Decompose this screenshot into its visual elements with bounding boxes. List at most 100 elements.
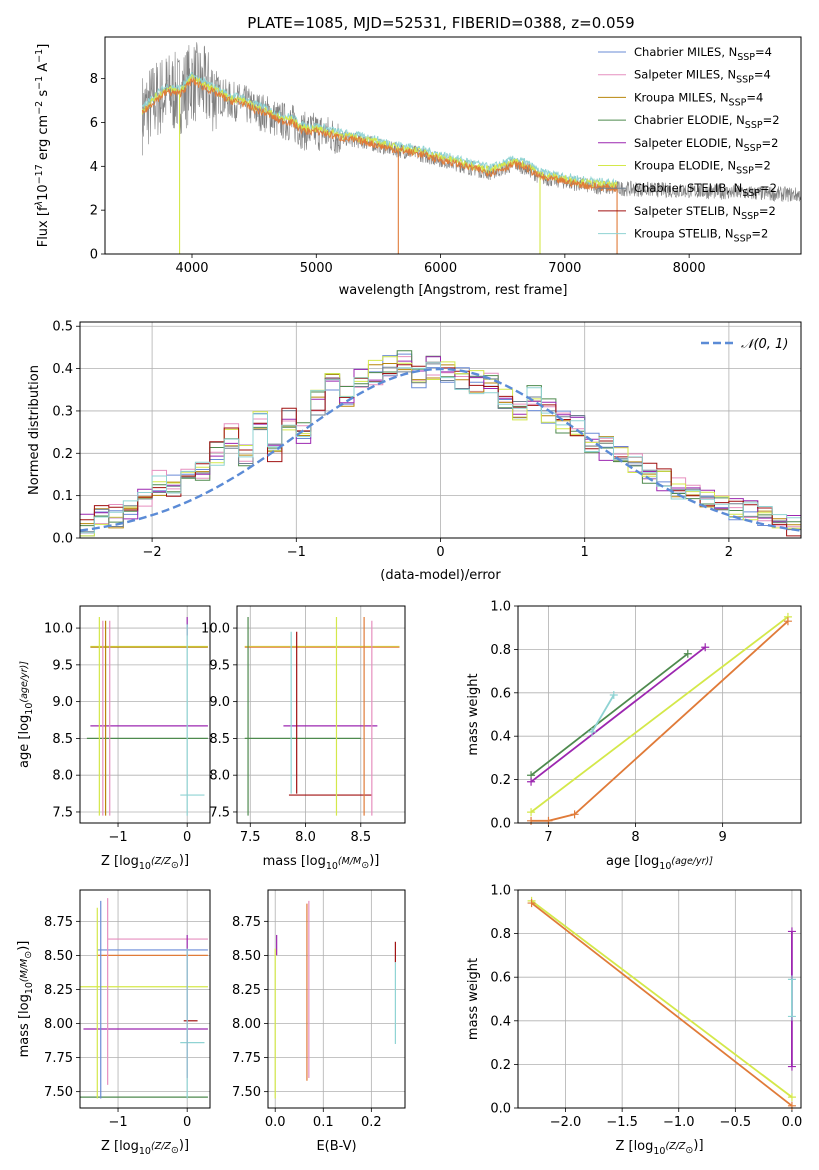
x-axis-label-part: )] <box>693 1138 703 1153</box>
massweight-point <box>787 975 796 984</box>
x-tick-label: −2 <box>143 545 162 560</box>
y-tick-label: 7.5 <box>52 805 73 820</box>
y-tick-label: 7.50 <box>232 1085 261 1100</box>
legend-entry-part: Salpeter MILES, N <box>634 68 736 82</box>
y-tick-label: 8.00 <box>232 1017 261 1032</box>
y-axis-label-part: −1 <box>34 49 45 63</box>
y-tick-label: 7.75 <box>232 1051 261 1066</box>
legend-entry-part: SSP <box>734 234 752 245</box>
massweight-line <box>531 902 793 1107</box>
legend-entry: Salpeter MILES, NSSP=4 <box>634 68 771 86</box>
residual-histogram-plot: −2 −1 0 1 2 0.0 0.1 0.2 0.3 0.4 0.5 (data-model)/er… <box>27 320 802 583</box>
y-axis-label-part: 10 <box>24 703 35 715</box>
y-axis-label-part: )] <box>16 941 31 951</box>
legend-entry-part: =2 <box>754 159 771 173</box>
massweight-point <box>588 727 597 736</box>
x-axis-label-part: 10 <box>139 861 151 872</box>
y-tick-label: 0.8 <box>490 643 511 658</box>
model-fit-line <box>141 73 618 190</box>
y-tick-label: 6 <box>90 116 98 131</box>
y-tick-label: 10.0 <box>201 622 230 637</box>
y-axis-label-part: −17 <box>34 164 45 184</box>
y-axis-label-part: A <box>36 63 51 76</box>
x-tick-label: −1 <box>108 1115 127 1130</box>
y-tick-label: 8.25 <box>232 983 261 998</box>
y-tick-label: 0.5 <box>52 320 73 335</box>
y-tick-label: 8 <box>90 72 98 87</box>
x-axis-label-part: ⊙ <box>171 1145 179 1156</box>
x-tick-label: 0.0 <box>265 1115 286 1130</box>
legend-entry-part: =2 <box>751 227 768 241</box>
spectrum-lines <box>141 42 801 254</box>
legend-entry-part: SSP <box>742 188 760 199</box>
x-axis-label-part: 10 <box>139 1146 151 1157</box>
legend-entry-part: Kroupa ELODIE, N <box>634 159 736 173</box>
massweight-point <box>527 777 536 786</box>
y-axis-label-part: ⊙ <box>23 951 34 959</box>
massweight-point <box>527 899 536 908</box>
legend-entry-part: =4 <box>754 68 771 82</box>
x-axis-label-part: Z [log <box>615 1139 653 1154</box>
y-tick-label: 0.2 <box>490 1058 511 1073</box>
massweight-line <box>531 900 793 1098</box>
x-tick-label: 2 <box>725 545 733 560</box>
y-axis-label-part: (M/M <box>19 959 30 982</box>
x-axis-label: wavelength [Angstrom, rest frame] <box>339 283 568 298</box>
y-tick-label: 7.5 <box>209 805 230 820</box>
x-tick-label: −1 <box>108 830 127 845</box>
legend-entry: Kroupa MILES, NSSP=4 <box>634 90 763 108</box>
y-axis-label: Normed distribution <box>27 365 42 495</box>
y-tick-label: 8.50 <box>44 949 73 964</box>
x-tick-label: −2.0 <box>550 1115 582 1130</box>
massweight-point <box>783 617 792 626</box>
y-axis-label-part: −2 <box>34 101 45 115</box>
y-tick-label: 8.75 <box>232 915 261 930</box>
y-tick-label: 0.8 <box>490 927 511 942</box>
massweight-point <box>570 810 579 819</box>
y-tick-label: 8.25 <box>44 983 73 998</box>
histogram-steps <box>80 350 801 537</box>
y-tick-label: 8.00 <box>44 1017 73 1032</box>
plot-frame <box>79 889 211 1109</box>
x-tick-label: −1.0 <box>663 1115 695 1130</box>
legend-entry: Kroupa ELODIE, NSSP=2 <box>634 159 771 177</box>
y-tick-label: 1.0 <box>490 884 511 899</box>
observed-spectrum-line <box>142 42 801 202</box>
massweight-point <box>701 643 710 652</box>
y-tick-label: 9.5 <box>209 658 230 673</box>
x-axis-label-part: 10 <box>659 861 671 872</box>
y-axis-label: mass weight <box>466 673 481 755</box>
plot-frame <box>79 605 211 824</box>
x-tick-label: 8.5 <box>350 830 371 845</box>
legend-entry: Kroupa STELIB, NSSP=2 <box>634 227 768 245</box>
model-fit-line <box>141 76 618 193</box>
legend-entry-part: SSP <box>744 143 762 154</box>
y-axis-label: age [log10(age/yr)] <box>17 661 35 768</box>
massweight-line <box>530 646 706 783</box>
x-tick-label: 7 <box>544 830 552 845</box>
y-tick-label: 8.0 <box>209 769 230 784</box>
x-axis-label-part: 10 <box>326 861 338 872</box>
y-tick-label: 0.2 <box>52 447 73 462</box>
legend-entry-part: Salpeter STELIB, N <box>634 204 741 218</box>
massweight-point <box>609 690 618 699</box>
y-tick-label: 0.1 <box>52 489 73 504</box>
y-tick-label: 8.5 <box>209 732 230 747</box>
x-tick-label: 8.0 <box>295 830 316 845</box>
y-tick-label: 10.0 <box>44 622 73 637</box>
legend-entry: 𝒩(0, 1) <box>741 337 788 352</box>
x-axis-label: Z [log10(Z/Z⊙)] <box>101 1138 189 1157</box>
massweight-point <box>787 1012 796 1021</box>
x-tick-label: −1.5 <box>606 1115 638 1130</box>
legend-entry: Chabrier MILES, NSSP=4 <box>634 45 772 63</box>
x-tick-label: 0.0 <box>782 1115 803 1130</box>
x-tick-label: −1 <box>287 545 306 560</box>
x-axis-label: E(B-V) <box>316 1139 356 1154</box>
legend-entry: Chabrier ELODIE, NSSP=2 <box>634 113 780 131</box>
x-axis-label: Z [log10(Z/Z⊙)] <box>615 1138 703 1157</box>
legend-entry-part: =4 <box>746 90 763 104</box>
age-vs-metallicity-plot: −1 07.58.08.59.09.510.0Z [log10(Z/Z⊙)]age… <box>17 605 211 872</box>
x-axis-label-part: (Z/Z <box>665 1141 685 1152</box>
legend-entry-part: Kroupa MILES, N <box>634 90 729 104</box>
plot-frame <box>236 605 406 824</box>
